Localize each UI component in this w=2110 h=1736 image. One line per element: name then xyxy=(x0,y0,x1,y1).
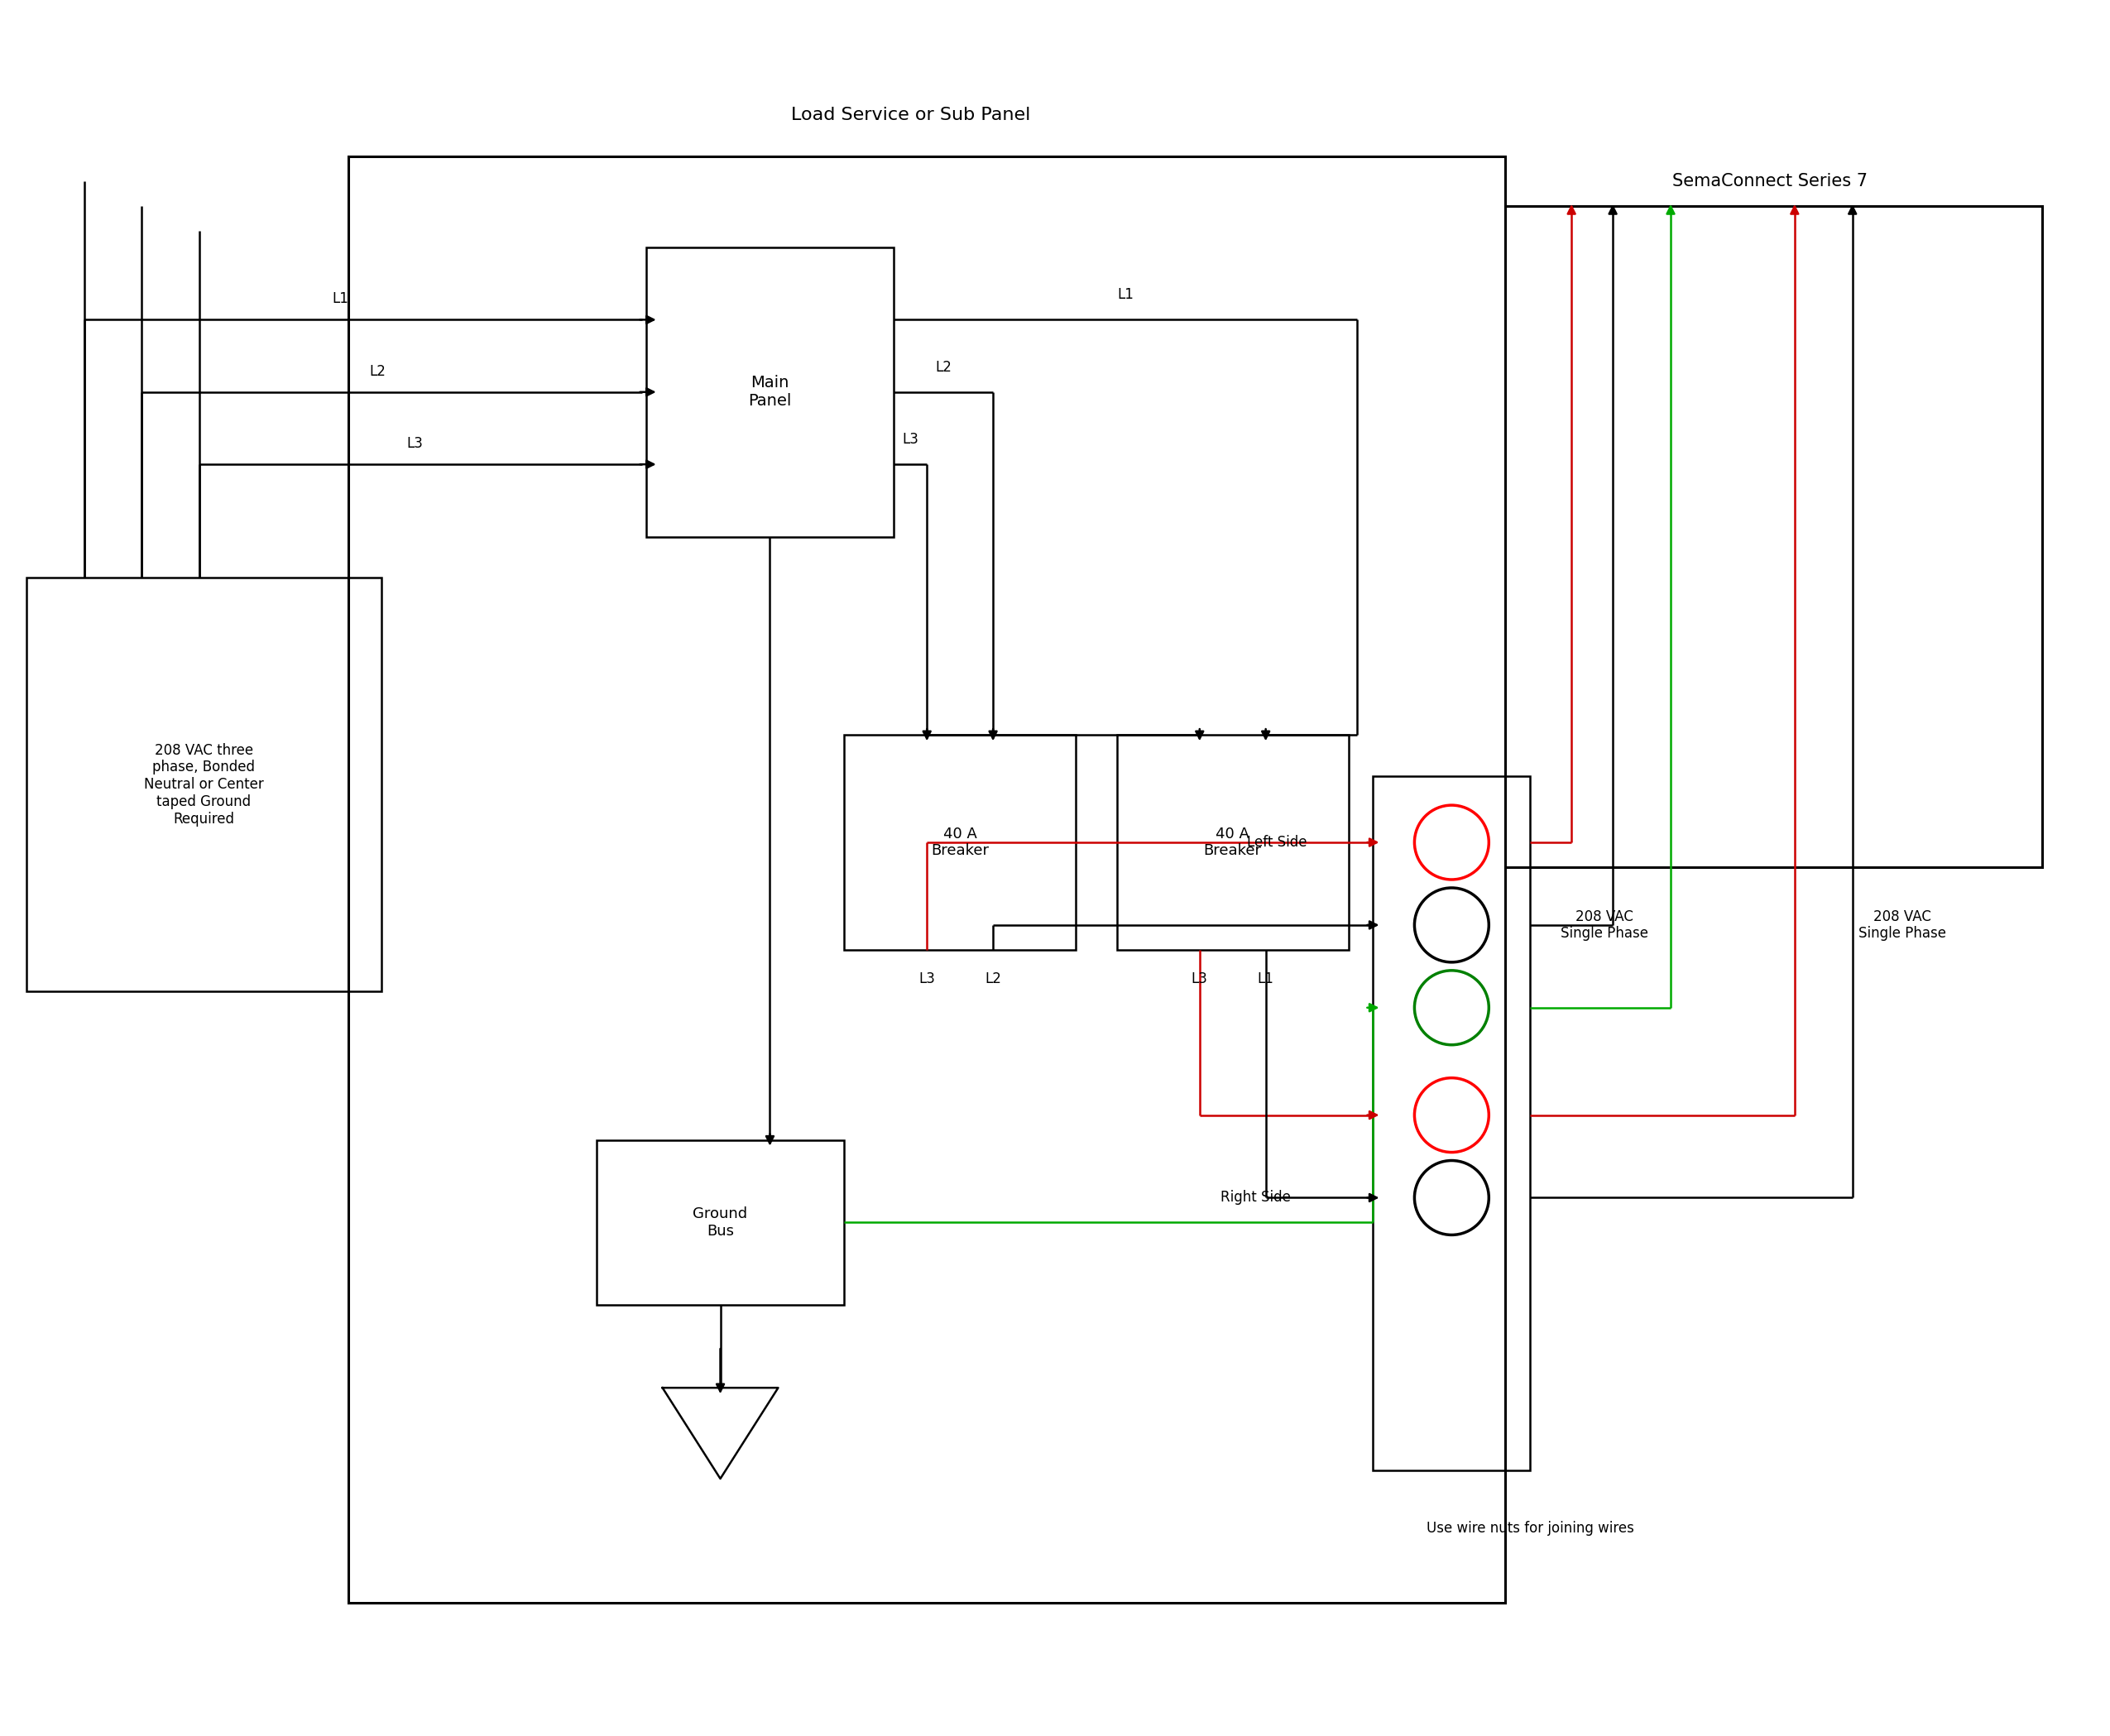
Text: L1: L1 xyxy=(1258,970,1274,986)
Text: L3: L3 xyxy=(407,436,422,451)
Bar xyxy=(1116,734,1348,950)
Text: Use wire nuts for joining wires: Use wire nuts for joining wires xyxy=(1426,1521,1633,1536)
Text: L3: L3 xyxy=(903,432,918,446)
Text: L2: L2 xyxy=(369,365,386,378)
Bar xyxy=(1374,776,1530,1470)
Text: Left Side: Left Side xyxy=(1247,835,1306,851)
Bar xyxy=(646,248,895,536)
Bar xyxy=(25,578,382,991)
Text: Ground
Bus: Ground Bus xyxy=(692,1207,747,1238)
Text: L3: L3 xyxy=(918,970,935,986)
Text: L1: L1 xyxy=(1116,288,1133,302)
Bar xyxy=(1504,207,2042,868)
Text: Load Service or Sub Panel: Load Service or Sub Panel xyxy=(791,108,1030,123)
Text: L1: L1 xyxy=(331,292,348,307)
Text: Main
Panel: Main Panel xyxy=(749,375,791,410)
Text: L2: L2 xyxy=(935,359,952,375)
Bar xyxy=(348,156,1504,1602)
Text: 208 VAC three
phase, Bonded
Neutral or Center
taped Ground
Required: 208 VAC three phase, Bonded Neutral or C… xyxy=(143,743,264,826)
Bar xyxy=(844,734,1076,950)
Text: 208 VAC
Single Phase: 208 VAC Single Phase xyxy=(1859,910,1945,941)
Text: Right Side: Right Side xyxy=(1220,1191,1291,1205)
Text: SemaConnect Series 7: SemaConnect Series 7 xyxy=(1671,174,1867,189)
Text: 208 VAC
Single Phase: 208 VAC Single Phase xyxy=(1561,910,1648,941)
Text: 40 A
Breaker: 40 A Breaker xyxy=(931,826,990,858)
Text: L3: L3 xyxy=(1192,970,1207,986)
Bar xyxy=(597,1141,844,1305)
Text: L2: L2 xyxy=(985,970,1002,986)
Text: 40 A
Breaker: 40 A Breaker xyxy=(1203,826,1262,858)
